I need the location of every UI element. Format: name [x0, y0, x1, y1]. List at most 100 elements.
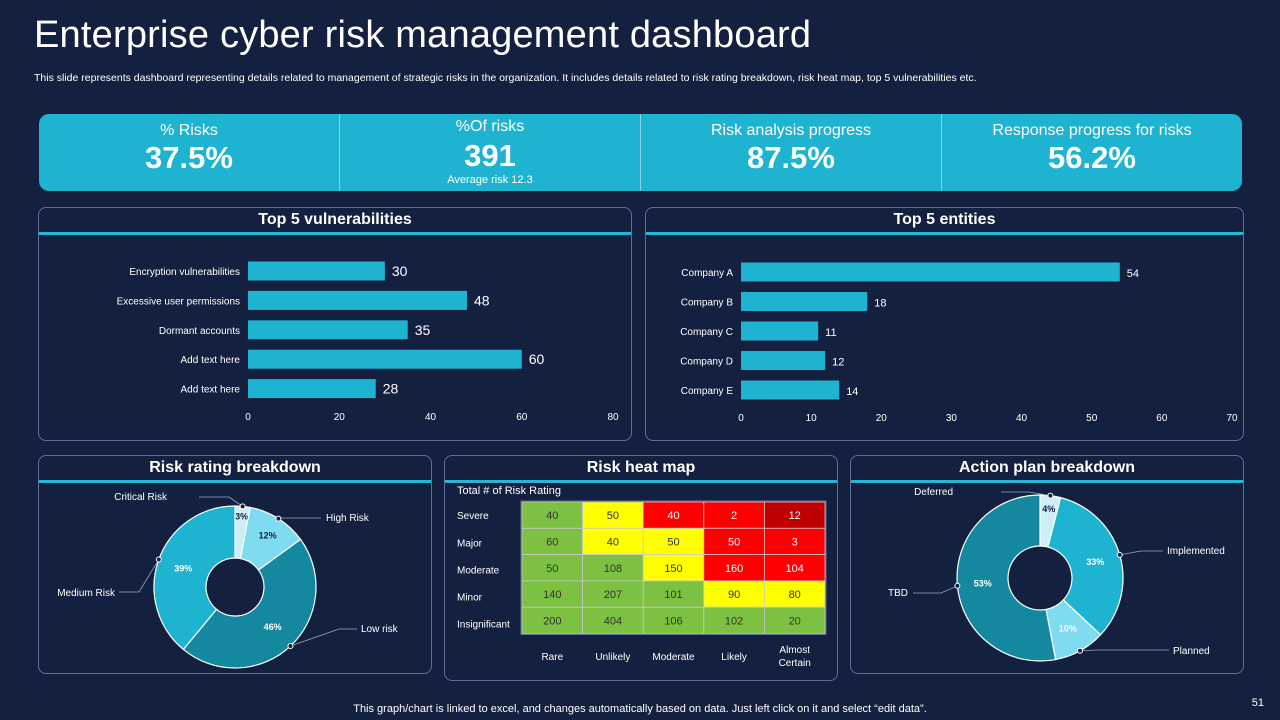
x-tick-label: 40	[1016, 413, 1028, 424]
heatmap-cell-value: 140	[543, 589, 561, 601]
slice-category-label: Low risk	[361, 624, 399, 635]
heatmap-row-label: Moderate	[457, 565, 500, 576]
heatmap-cell-value: 40	[546, 510, 558, 522]
heatmap-cell	[521, 606, 583, 634]
bar-category-label: Company B	[681, 298, 734, 309]
heatmap-cell	[763, 580, 826, 608]
heatmap-cell-value: 101	[664, 589, 682, 601]
footer-note: This graph/chart is linked to excel, and…	[353, 703, 927, 715]
heatmap-row-label: Severe	[457, 511, 489, 522]
leader-dot	[1047, 492, 1054, 499]
slice-category-label: Critical Risk	[114, 492, 168, 503]
heatmap-cell	[642, 527, 705, 556]
heatmap-cell-value: 104	[786, 563, 804, 575]
x-tick-label: 10	[806, 413, 818, 424]
leader-dot	[287, 643, 294, 650]
slice-percent-label: 33%	[1086, 557, 1104, 567]
leader-line	[119, 559, 160, 593]
entities-bar-chart[interactable]: Company A 54 Company B 18 Company C 11 Company…	[646, 208, 1243, 440]
heatmap-col-label: Moderate	[652, 652, 695, 663]
leader-line	[199, 496, 243, 507]
page-subtitle: This slide represents dashboard represen…	[34, 72, 977, 84]
slice-category-label: Planned	[1173, 646, 1210, 657]
heatmap-cell-value: 106	[664, 615, 682, 627]
heatmap-cell	[642, 580, 705, 608]
bar-value-label: 54	[1127, 268, 1139, 280]
vulnerabilities-bar-chart[interactable]: Encryption vulnerabilities 30 Excessive us…	[39, 208, 631, 440]
heatmap-cell-value: 50	[667, 536, 679, 548]
leader-line	[1119, 550, 1163, 556]
heatmap-cell	[703, 554, 765, 582]
bar	[248, 290, 467, 310]
heatmap-cell-value: 90	[728, 589, 740, 601]
panel-title: Risk heat map	[445, 456, 837, 483]
leader-line	[1001, 491, 1051, 497]
x-tick-label: 30	[946, 413, 958, 424]
heatmap-col-label: Almost	[779, 645, 810, 656]
heatmap-cell-value: 40	[607, 536, 619, 548]
bar	[741, 380, 840, 400]
risk-rating-donut-chart[interactable]: 3% Critical Risk 12% High Risk 46% Low risk 39…	[39, 456, 431, 673]
kpi-risk-analysis-progress: Risk analysis progress 87.5%	[641, 114, 942, 191]
leader-line	[1079, 649, 1169, 652]
slice-percent-label: 3%	[235, 511, 248, 521]
leader-dot	[155, 556, 162, 563]
heatmap-cell-value: 3	[792, 536, 798, 548]
panel-title: Top 5 vulnerabilities	[39, 208, 631, 235]
leader-dot	[1116, 551, 1123, 558]
bar-value-label: 30	[392, 263, 408, 279]
slice-category-label: High Risk	[326, 513, 370, 524]
heatmap-cell-value: 160	[725, 563, 743, 575]
slice-category-label: Deferred	[914, 487, 953, 498]
kpi-value: 391	[464, 138, 516, 173]
bar	[741, 351, 826, 370]
kpi-value: 87.5%	[747, 140, 835, 175]
x-tick-label: 60	[516, 412, 528, 423]
x-tick-label: 70	[1226, 413, 1238, 424]
kpi-band: % Risks 37.5% %Of risks 391 Average risk…	[39, 114, 1242, 191]
heatmap-cell-value: 404	[604, 615, 622, 627]
bar-value-label: 11	[825, 327, 836, 339]
heatmap-cell-value: 60	[546, 536, 558, 548]
slice-percent-label: 39%	[174, 563, 192, 573]
heatmap-subtitle: Total # of Risk Rating	[457, 485, 561, 497]
heatmap-cell	[703, 527, 765, 556]
action-plan-donut-chart[interactable]: 4% Deferred 33% Implemented 10% Planned 53% TBD	[851, 456, 1243, 673]
heatmap-cell-value: 50	[546, 563, 558, 575]
bar	[248, 320, 408, 340]
heatmap-cell-value: 207	[604, 589, 622, 601]
kpi-of-risks: %Of risks 391 Average risk 12.3	[340, 114, 641, 191]
slice-category-label: TBD	[888, 588, 908, 599]
heatmap-cell-value: 200	[543, 615, 561, 627]
kpi-risks-percent: % Risks 37.5%	[39, 114, 340, 191]
bar-value-label: 28	[383, 381, 399, 397]
action-panel: Action plan breakdown 4% Deferred 33% Imple…	[850, 455, 1244, 674]
heatmap-cell	[763, 554, 826, 582]
heatmap-cell	[521, 554, 583, 582]
bar-value-label: 12	[832, 357, 844, 369]
kpi-label: Risk analysis progress	[710, 122, 872, 139]
risk-heat-map[interactable]: Total # of Risk Rating Severe 40 50 40 2 12 Maj…	[445, 456, 837, 680]
heatmap-row-label: Minor	[457, 592, 483, 603]
bar	[248, 261, 385, 281]
heatmap-cell-value: 108	[604, 563, 622, 575]
bar-value-label: 60	[529, 351, 545, 367]
slice-percent-label: 12%	[259, 530, 277, 540]
heatmap-cell	[703, 606, 765, 634]
leader-dot	[1076, 647, 1083, 654]
kpi-note: Average risk 12.3	[447, 174, 533, 186]
heatmap-cell	[763, 501, 826, 529]
leader-line	[913, 585, 958, 594]
slice-percent-label: 46%	[264, 622, 282, 632]
kpi-response-progress: Response progress for risks 56.2%	[942, 114, 1242, 191]
heatmap-cell	[521, 501, 583, 529]
x-tick-label: 20	[876, 413, 888, 424]
bar-category-label: Add text here	[181, 355, 241, 366]
leader-dot	[275, 515, 282, 522]
panel-title: Top 5 entities	[646, 208, 1243, 235]
heatmap-cell-value: 80	[789, 589, 801, 601]
x-tick-label: 40	[425, 412, 437, 423]
x-tick-label: 0	[738, 413, 744, 424]
panel-title: Action plan breakdown	[851, 456, 1243, 483]
heatmap-panel: Risk heat map Total # of Risk Rating Seve…	[444, 455, 838, 681]
